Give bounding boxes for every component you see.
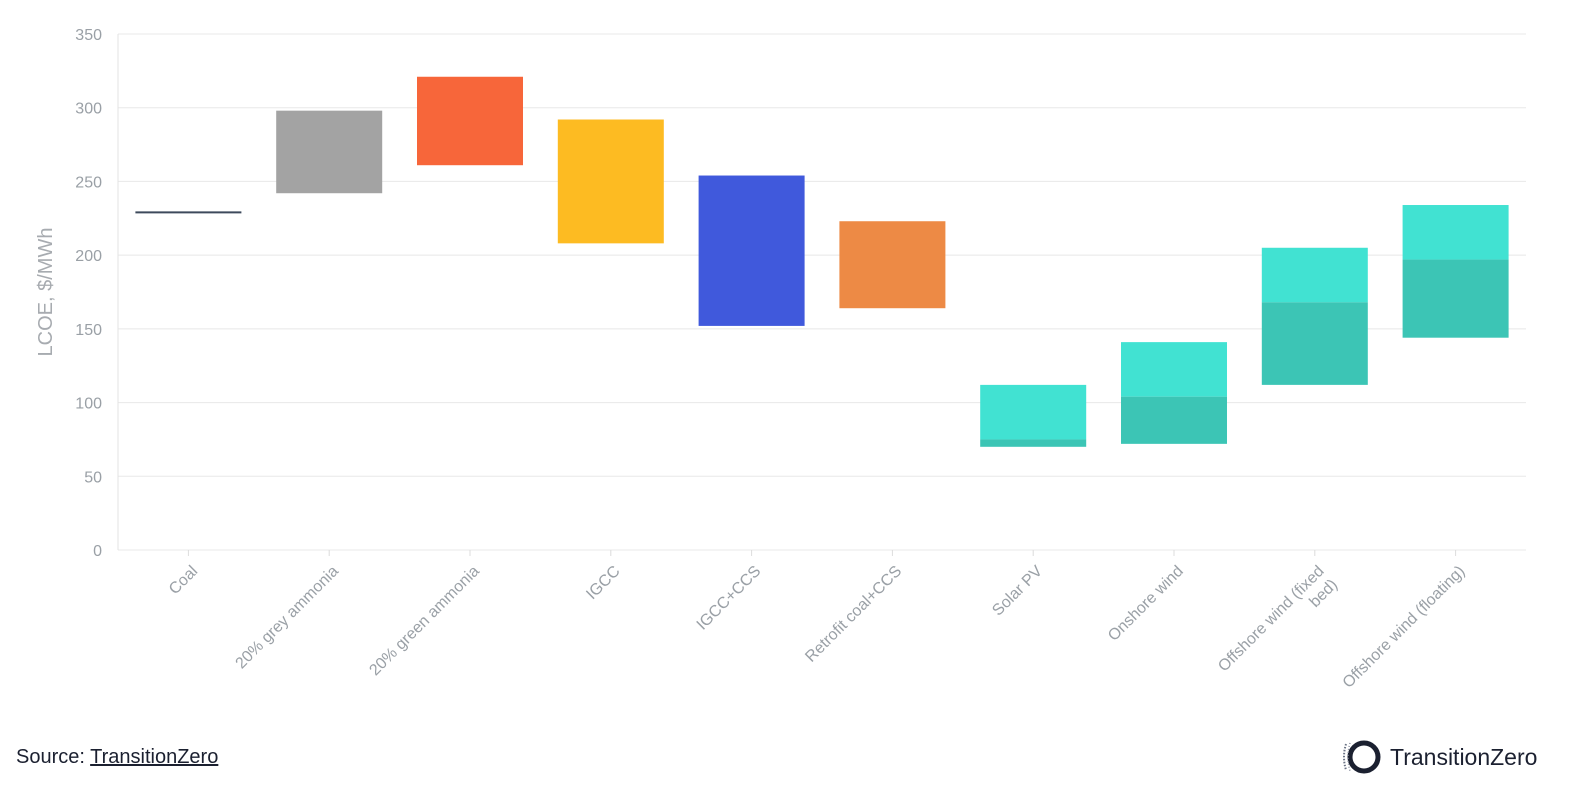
ring-logo-icon bbox=[1343, 740, 1381, 774]
source-prefix: Source: bbox=[16, 746, 91, 768]
x-tick-label: Offshore wind (fixedbed) bbox=[1215, 563, 1341, 689]
y-tick-label: 350 bbox=[75, 27, 102, 44]
range-bar bbox=[276, 110, 383, 194]
range-bar-upper bbox=[980, 384, 1087, 440]
x-tick-label: IGCC bbox=[583, 563, 623, 603]
x-tick-label: 20% green ammonia bbox=[366, 563, 482, 679]
y-tick-label: 0 bbox=[93, 543, 102, 560]
y-axis-title: LCOE, $/MWh bbox=[35, 228, 57, 357]
range-bar-upper bbox=[1121, 342, 1227, 397]
x-tick-label: Retrofit coal+CCS bbox=[802, 563, 905, 666]
range-bar-upper bbox=[1402, 205, 1509, 260]
range-bar-lower bbox=[980, 439, 1087, 447]
y-tick-label: 300 bbox=[75, 101, 102, 118]
x-tick-label: Coal bbox=[166, 563, 201, 598]
x-tick-label: Solar PV bbox=[989, 563, 1046, 620]
y-tick-label: 150 bbox=[75, 322, 102, 339]
y-tick-label: 200 bbox=[75, 248, 102, 265]
brand-logo: TransitionZero bbox=[1342, 737, 1537, 777]
y-tick-labels: 0 50 100 150 200 250 300 350 bbox=[75, 27, 102, 560]
y-tick-label: 250 bbox=[75, 174, 102, 191]
range-bar bbox=[698, 175, 805, 326]
x-tick-label: 20% grey ammonia bbox=[233, 563, 343, 673]
y-tick-label: 50 bbox=[84, 469, 102, 486]
range-bar-lower bbox=[1402, 259, 1509, 338]
logo-text: TransitionZero bbox=[1390, 743, 1538, 770]
range-bar-upper bbox=[1261, 247, 1368, 303]
range-chart: 0 50 100 150 200 250 300 350 Coal 20% grey ammon… bbox=[35, 27, 1526, 692]
range-bar-lower bbox=[1261, 302, 1368, 385]
source-link[interactable]: TransitionZero bbox=[90, 746, 219, 768]
range-bar bbox=[417, 76, 523, 166]
source-note: Source: TransitionZero bbox=[16, 746, 218, 769]
x-tick-label: Offshore wind (floating) bbox=[1340, 563, 1469, 692]
x-tick-label: Onshore wind bbox=[1105, 563, 1187, 645]
range-bars bbox=[135, 76, 1509, 447]
range-bar bbox=[839, 221, 946, 309]
x-tick-label: IGCC+CCS bbox=[694, 563, 765, 634]
range-bar-lower bbox=[1121, 396, 1227, 444]
x-tick-labels: Coal 20% grey ammonia 20% green ammonia IGC… bbox=[166, 550, 1468, 692]
y-tick-label: 100 bbox=[75, 396, 102, 413]
range-bar bbox=[557, 119, 664, 244]
